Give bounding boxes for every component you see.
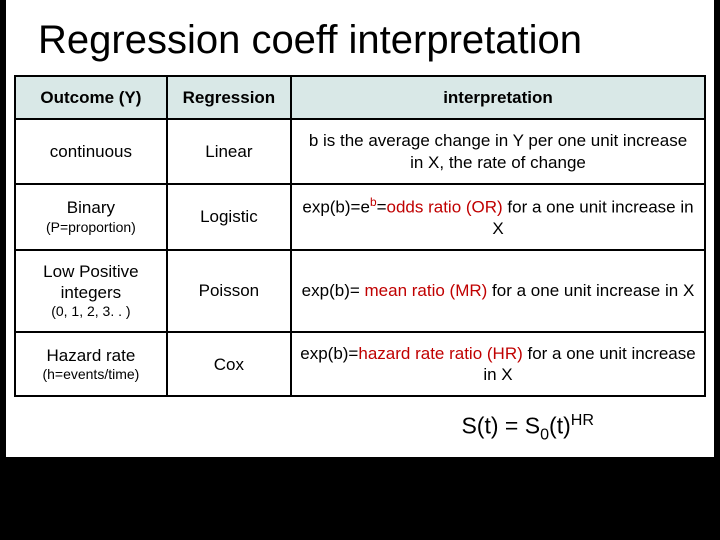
slide: Regression coeff interpretation Outcome …: [0, 0, 720, 540]
cell-outcome: continuous: [15, 119, 167, 184]
interp-text: exp(b)=: [302, 281, 365, 300]
table-row: Hazard rate (h=events/time) Cox exp(b)=h…: [15, 332, 705, 397]
interp-text: =: [377, 197, 387, 216]
outcome-sub: (0, 1, 2, 3. . ): [24, 303, 158, 321]
interp-text: for a one unit increase in X: [492, 197, 693, 237]
col-interpretation: interpretation: [291, 76, 705, 119]
cell-interpretation: b is the average change in Y per one uni…: [291, 119, 705, 184]
interp-red: hazard rate ratio (HR): [358, 344, 522, 363]
title-wrap: Regression coeff interpretation: [6, 0, 714, 71]
outcome-main: Low Positive integers: [43, 262, 138, 302]
interp-text: exp(b)=: [300, 344, 358, 363]
eq-sub: 0: [540, 426, 549, 444]
cell-regression: Linear: [167, 119, 291, 184]
outcome-sub: (h=events/time): [24, 366, 158, 384]
eq-mid: (t): [549, 413, 571, 439]
outcome-main: Binary: [67, 198, 115, 217]
interp-red: odds ratio (OR): [387, 197, 503, 216]
outcome-main: continuous: [50, 142, 132, 161]
table-row: continuous Linear b is the average chang…: [15, 119, 705, 184]
footer-equation: S(t) = S0(t)HR: [6, 397, 714, 456]
slide-title: Regression coeff interpretation: [38, 18, 714, 63]
cell-outcome: Binary (P=proportion): [15, 184, 167, 250]
interp-text: for a one unit increase in X: [487, 281, 694, 300]
interp-red: mean ratio (MR): [365, 281, 488, 300]
cell-interpretation: exp(b)=eb=odds ratio (OR) for a one unit…: [291, 184, 705, 250]
table-row: Binary (P=proportion) Logistic exp(b)=eb…: [15, 184, 705, 250]
col-outcome: Outcome (Y): [15, 76, 167, 119]
cell-outcome: Hazard rate (h=events/time): [15, 332, 167, 397]
interp-text: exp(b)=e: [302, 197, 370, 216]
outcome-sub: (P=proportion): [24, 219, 158, 237]
eq-left: S(t) = S: [461, 413, 540, 439]
cell-interpretation: exp(b)= mean ratio (MR) for a one unit i…: [291, 250, 705, 332]
cell-regression: Cox: [167, 332, 291, 397]
eq-sup: HR: [571, 411, 594, 429]
cell-interpretation: exp(b)=hazard rate ratio (HR) for a one …: [291, 332, 705, 397]
outcome-main: Hazard rate: [46, 346, 135, 365]
cell-regression: Poisson: [167, 250, 291, 332]
table-wrap: Outcome (Y) Regression interpretation co…: [6, 71, 714, 397]
regression-table: Outcome (Y) Regression interpretation co…: [14, 75, 706, 397]
col-regression: Regression: [167, 76, 291, 119]
cell-regression: Logistic: [167, 184, 291, 250]
interp-sup: b: [370, 195, 377, 209]
table-row: Low Positive integers (0, 1, 2, 3. . ) P…: [15, 250, 705, 332]
cell-outcome: Low Positive integers (0, 1, 2, 3. . ): [15, 250, 167, 332]
table-header-row: Outcome (Y) Regression interpretation: [15, 76, 705, 119]
